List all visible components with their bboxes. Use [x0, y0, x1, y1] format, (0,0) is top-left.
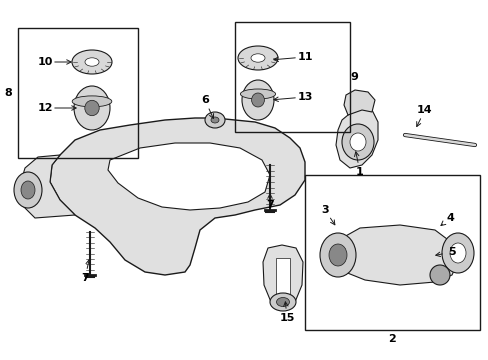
Text: 13: 13 [297, 92, 312, 102]
Ellipse shape [251, 93, 264, 107]
Ellipse shape [72, 50, 112, 74]
Text: 8: 8 [4, 88, 12, 98]
Text: 5: 5 [447, 247, 455, 257]
Polygon shape [335, 108, 377, 168]
Text: 4: 4 [445, 213, 453, 223]
Ellipse shape [242, 80, 273, 120]
Text: 7: 7 [81, 273, 89, 283]
Text: 3: 3 [321, 205, 328, 215]
Bar [305, 175, 479, 330]
Polygon shape [275, 258, 289, 300]
Ellipse shape [341, 124, 373, 160]
Ellipse shape [210, 117, 219, 123]
Ellipse shape [250, 54, 264, 62]
Text: 6: 6 [201, 95, 208, 105]
Polygon shape [50, 118, 305, 275]
Text: 2: 2 [387, 334, 395, 344]
Ellipse shape [84, 100, 99, 116]
Ellipse shape [441, 233, 473, 273]
Ellipse shape [276, 297, 289, 306]
Bar [235, 22, 349, 132]
Polygon shape [263, 245, 303, 308]
Ellipse shape [74, 86, 110, 130]
Ellipse shape [319, 233, 355, 277]
Ellipse shape [429, 265, 449, 285]
Text: 11: 11 [297, 52, 312, 62]
Text: 14: 14 [416, 105, 432, 115]
Polygon shape [20, 155, 75, 218]
Text: 9: 9 [349, 72, 357, 82]
Text: 1: 1 [355, 167, 363, 177]
Bar [18, 28, 138, 158]
Ellipse shape [449, 243, 465, 263]
Ellipse shape [14, 172, 42, 208]
Ellipse shape [328, 244, 346, 266]
Polygon shape [343, 90, 374, 115]
Ellipse shape [85, 58, 99, 66]
Text: 7: 7 [265, 200, 273, 210]
Text: 10: 10 [37, 57, 53, 67]
Ellipse shape [240, 89, 275, 99]
Ellipse shape [238, 46, 278, 70]
Ellipse shape [21, 181, 35, 199]
Polygon shape [327, 225, 457, 285]
Ellipse shape [204, 112, 224, 128]
Ellipse shape [72, 96, 112, 107]
Ellipse shape [349, 133, 365, 151]
Text: 12: 12 [37, 103, 53, 113]
Polygon shape [108, 143, 269, 210]
Text: 15: 15 [279, 313, 294, 323]
Ellipse shape [269, 293, 295, 311]
